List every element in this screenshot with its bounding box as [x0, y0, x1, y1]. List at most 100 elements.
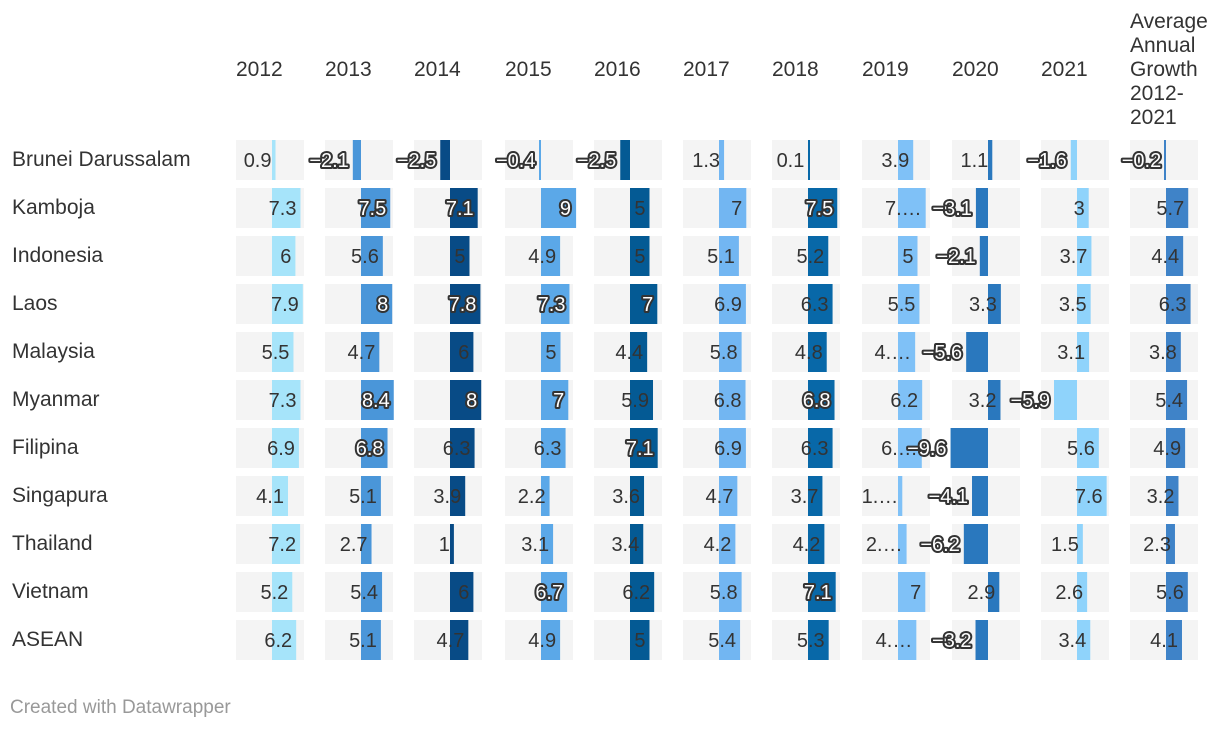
row-label: ASEAN — [12, 628, 83, 651]
value-bar — [272, 524, 301, 564]
value-bar — [361, 428, 388, 468]
value-label: −0.4 — [496, 150, 535, 172]
cell-background — [862, 236, 930, 276]
row-label: Myanmar — [12, 388, 100, 411]
value-label: 3.7 — [1060, 246, 1088, 268]
value-bar — [719, 380, 746, 420]
value-label: 2.2 — [518, 486, 546, 508]
cell-background — [1130, 332, 1198, 372]
value-label: −2.1 — [936, 246, 975, 268]
value-bar — [1077, 332, 1090, 372]
value-bar — [898, 572, 926, 612]
column-header: Average Annual Growth 2012-2021 — [1130, 10, 1208, 129]
value-bar — [808, 188, 838, 228]
cell-background — [1041, 332, 1109, 372]
value-bar — [541, 236, 561, 276]
value-label: 3.9 — [881, 150, 909, 172]
value-label: 3.2 — [1147, 486, 1175, 508]
value-bar — [630, 476, 645, 516]
value-label: 7 — [910, 582, 921, 604]
value-bar — [630, 236, 650, 276]
value-bar — [272, 428, 299, 468]
value-bar — [975, 188, 988, 228]
column-header: 2021 — [1041, 58, 1088, 81]
value-bar — [630, 572, 655, 612]
value-label: 7.6 — [1075, 486, 1103, 508]
cell-background — [505, 236, 573, 276]
value-bar — [630, 332, 648, 372]
value-bar — [719, 476, 738, 516]
column-header: 2013 — [325, 58, 372, 81]
value-label: 7 — [553, 390, 564, 412]
value-label: 1 — [439, 534, 450, 556]
value-bar — [361, 332, 380, 372]
value-label: 4.9 — [528, 246, 556, 268]
value-bar — [988, 572, 1000, 612]
row-label: Malaysia — [12, 340, 95, 363]
cell-background — [1041, 236, 1109, 276]
value-bar — [1166, 476, 1179, 516]
value-bar — [808, 332, 827, 372]
value-bar — [450, 236, 470, 276]
value-bar — [808, 476, 823, 516]
value-bar — [541, 524, 554, 564]
value-label: 3.8 — [1149, 342, 1177, 364]
value-bar — [972, 476, 988, 516]
value-bar — [898, 332, 916, 372]
value-bar — [541, 476, 550, 516]
value-label: 4.1 — [256, 486, 284, 508]
value-label: 4.… — [876, 630, 913, 652]
value-bar — [541, 572, 568, 612]
cell-background — [1041, 524, 1109, 564]
value-bar — [719, 524, 736, 564]
value-label: 4.4 — [1151, 246, 1179, 268]
value-label: 6.7 — [535, 582, 563, 604]
value-label: 2.3 — [1143, 534, 1171, 556]
value-label: 4.… — [874, 342, 911, 364]
value-label: 7.2 — [268, 534, 296, 556]
value-label: 6.9 — [267, 438, 295, 460]
value-bar — [361, 284, 393, 324]
value-label: 7.8 — [449, 294, 477, 316]
value-bar — [541, 620, 561, 660]
value-bar — [808, 284, 833, 324]
value-label: 7.5 — [805, 198, 833, 220]
value-label: 3.1 — [1057, 342, 1085, 364]
cell-background — [505, 332, 573, 372]
cell-background — [594, 188, 662, 228]
column-header: 2015 — [505, 58, 552, 81]
cell-background — [594, 620, 662, 660]
value-bar — [808, 236, 829, 276]
value-label: 5 — [902, 246, 913, 268]
value-label: 3.9 — [433, 486, 461, 508]
cell-background — [594, 476, 662, 516]
value-bar — [539, 140, 541, 180]
value-label: 1.3 — [692, 150, 720, 172]
value-bar — [1077, 524, 1083, 564]
value-bar — [361, 476, 381, 516]
value-bar — [630, 380, 654, 420]
value-bar — [898, 428, 922, 468]
value-label: 7.3 — [269, 390, 297, 412]
value-label: 7.1 — [804, 582, 832, 604]
value-bar — [719, 140, 725, 180]
value-label: 5.2 — [796, 246, 824, 268]
value-bar — [1166, 188, 1189, 228]
cell-background — [1041, 188, 1109, 228]
value-bar — [450, 332, 474, 372]
value-bar — [361, 572, 383, 612]
value-label: 5.2 — [260, 582, 288, 604]
value-bar — [352, 140, 361, 180]
value-label: 8.4 — [362, 390, 390, 412]
value-label: 5.4 — [1155, 390, 1183, 412]
value-label: 7 — [642, 294, 653, 316]
value-label: 7.1 — [446, 198, 474, 220]
value-label: −0.2 — [1122, 150, 1161, 172]
value-label: 4.7 — [348, 342, 376, 364]
value-label: −5.6 — [923, 342, 962, 364]
value-label: 5.6 — [1067, 438, 1095, 460]
cell-background — [952, 284, 1020, 324]
cell-background — [1130, 524, 1198, 564]
value-bar — [1053, 380, 1077, 420]
cell-background — [594, 236, 662, 276]
